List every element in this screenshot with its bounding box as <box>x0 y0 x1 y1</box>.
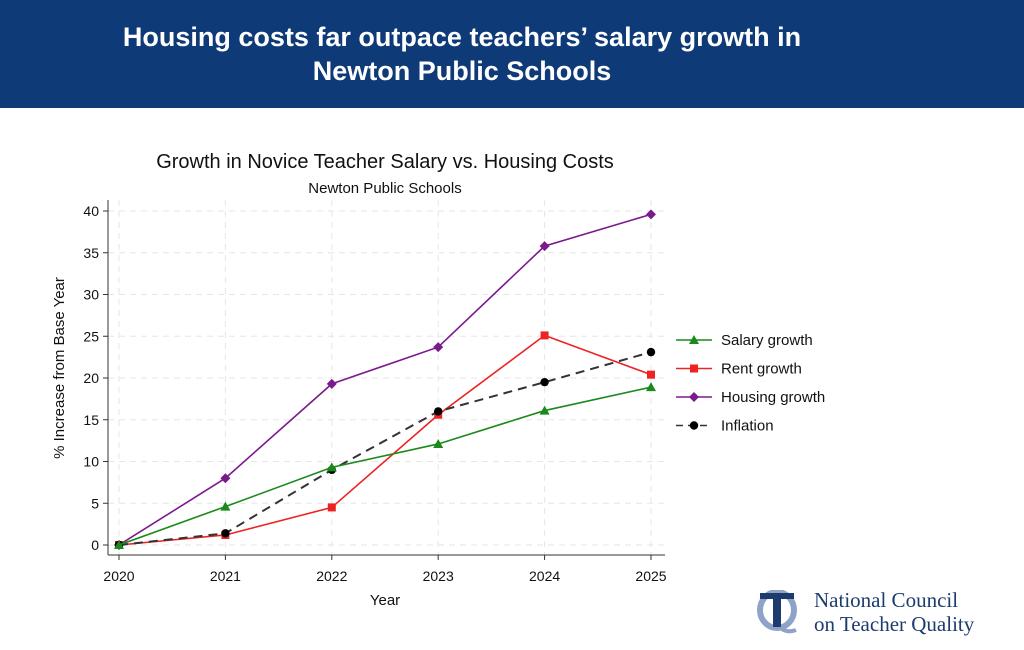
y-tick-label: 0 <box>91 537 99 553</box>
x-tick-label: 2023 <box>423 568 454 584</box>
chart-title: Growth in Novice Teacher Salary vs. Hous… <box>156 151 614 173</box>
x-tick-label: 2025 <box>635 568 666 584</box>
legend-inflation-label: Inflation <box>721 418 774 435</box>
salary-growth-point <box>539 405 550 415</box>
legend-rent-growth-label: Rent growth <box>721 361 802 378</box>
y-tick-label: 30 <box>83 287 99 303</box>
y-axis-label: % Increase from Base Year <box>51 277 68 459</box>
y-tick-label: 25 <box>83 328 99 344</box>
housing-growth-point <box>539 241 550 252</box>
x-tick-label: 2024 <box>529 568 560 584</box>
y-tick-label: 10 <box>83 454 99 470</box>
banner-line-2: Newton Public Schools <box>312 56 612 86</box>
y-tick-label: 15 <box>83 412 99 428</box>
legend-housing-growth-marker <box>689 392 699 402</box>
legend-inflation-marker <box>689 421 699 430</box>
salary-growth-point <box>326 462 337 472</box>
inflation-point <box>646 347 656 357</box>
legend-salary-growth-label: Salary growth <box>721 332 813 349</box>
housing-growth-line <box>118 213 652 546</box>
legend-housing-growth-label: Housing growth <box>721 389 825 406</box>
chart-subtitle: Newton Public Schools <box>308 180 461 197</box>
y-tick-label: 20 <box>83 370 99 386</box>
logo-line-2: on Teacher Quality <box>814 612 975 636</box>
nctq-logo-icon <box>757 590 797 634</box>
y-tick-label: 40 <box>83 203 99 219</box>
rent-growth-point <box>647 370 655 379</box>
banner-line-1: Housing costs far outpace teachers’ sala… <box>122 22 802 52</box>
salary-growth-line <box>118 386 652 546</box>
legend-salary-growth-marker <box>689 335 699 344</box>
x-tick-label: 2022 <box>316 568 347 584</box>
nctq-logo: National Council on Teacher Quality <box>756 588 974 636</box>
x-tick-label: 2020 <box>103 568 134 584</box>
salary-growth-point <box>220 501 231 511</box>
x-tick-label: 2021 <box>210 568 241 584</box>
inflation-point <box>540 377 549 387</box>
salary-growth-point <box>114 540 124 549</box>
y-tick-label: 5 <box>91 495 99 511</box>
housing-growth-point <box>433 342 444 353</box>
x-axis-label: Year <box>370 592 400 609</box>
rent-growth-line <box>118 334 652 546</box>
rent-growth-point <box>327 503 336 512</box>
salary-growth-point <box>646 382 656 392</box>
housing-growth-point <box>326 378 337 389</box>
y-tick-label: 35 <box>83 245 99 261</box>
legend-rent-growth-marker <box>690 364 698 373</box>
logo-line-1: National Council <box>814 588 959 612</box>
inflation-point <box>221 529 230 538</box>
housing-growth-point <box>646 209 656 220</box>
rent-growth-point <box>540 331 549 340</box>
salary-growth-point <box>433 438 444 448</box>
housing-growth-point <box>220 473 231 484</box>
inflation-line <box>118 351 652 546</box>
inflation-point <box>434 407 443 416</box>
banner-title: Housing costs far outpace teachers’ sala… <box>0 0 1024 108</box>
